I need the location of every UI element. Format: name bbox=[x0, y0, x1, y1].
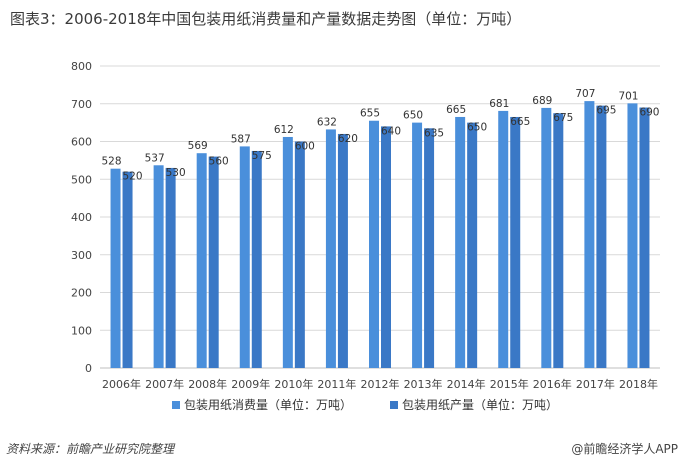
data-label: 665 bbox=[446, 104, 466, 116]
bar-production bbox=[553, 113, 564, 368]
brand-watermark: @前瞻经济学人APP bbox=[571, 442, 678, 456]
bar-production bbox=[337, 133, 348, 368]
bar-production bbox=[510, 116, 521, 369]
bar-consumption bbox=[110, 168, 121, 368]
data-label: 520 bbox=[123, 171, 143, 183]
bar-consumption bbox=[584, 101, 595, 369]
bar-consumption bbox=[239, 146, 250, 368]
data-label: 620 bbox=[338, 133, 358, 145]
x-tick-label: 2012年 bbox=[361, 377, 400, 391]
bar-production bbox=[424, 128, 435, 368]
x-tick-label: 2018年 bbox=[619, 377, 658, 391]
bar-production bbox=[251, 150, 262, 368]
y-tick-label: 600 bbox=[71, 136, 92, 149]
bar-production bbox=[165, 167, 176, 368]
chart-title: 图表3：2006-2018年中国包装用纸消费量和产量数据走势图（单位：万吨） bbox=[10, 10, 522, 28]
bar-consumption bbox=[196, 153, 207, 368]
data-label: 575 bbox=[252, 150, 272, 162]
bar-production bbox=[596, 105, 607, 368]
x-tick-label: 2015年 bbox=[490, 377, 529, 391]
bar-consumption bbox=[627, 103, 638, 368]
bar-consumption bbox=[153, 165, 164, 368]
data-label: 587 bbox=[231, 133, 251, 145]
x-tick-label: 2013年 bbox=[404, 377, 443, 391]
data-label: 632 bbox=[317, 116, 337, 128]
bar-chart: 01002003004005006007008005285202006年5375… bbox=[71, 60, 660, 412]
bar-production bbox=[294, 141, 305, 368]
data-label: 537 bbox=[145, 152, 165, 164]
y-tick-label: 200 bbox=[71, 287, 92, 300]
x-tick-label: 2007年 bbox=[145, 377, 184, 391]
data-label: 655 bbox=[360, 108, 380, 120]
x-tick-label: 2016年 bbox=[533, 377, 572, 391]
legend-swatch bbox=[172, 401, 180, 409]
data-label: 701 bbox=[618, 90, 638, 102]
y-tick-label: 700 bbox=[71, 98, 92, 111]
data-label: 650 bbox=[467, 122, 487, 134]
data-label: 650 bbox=[403, 110, 423, 122]
bar-production bbox=[381, 126, 391, 369]
x-tick-label: 2006年 bbox=[102, 377, 141, 391]
bar-consumption bbox=[282, 136, 293, 368]
y-tick-label: 0 bbox=[85, 362, 92, 375]
data-label: 560 bbox=[209, 156, 229, 168]
data-label: 695 bbox=[596, 105, 616, 117]
bar-production bbox=[467, 122, 478, 368]
x-tick-label: 2011年 bbox=[317, 377, 356, 391]
data-label: 640 bbox=[381, 125, 401, 137]
bar-consumption bbox=[369, 120, 379, 368]
data-label: 690 bbox=[639, 107, 659, 119]
bar-consumption bbox=[325, 129, 336, 368]
legend-label: 包装用纸消费量（单位：万吨） bbox=[184, 397, 352, 412]
y-tick-label: 100 bbox=[71, 324, 92, 337]
bar-consumption bbox=[541, 107, 552, 368]
data-label: 707 bbox=[575, 88, 595, 100]
source-note: 资料来源：前瞻产业研究院整理 bbox=[6, 442, 175, 456]
data-label: 612 bbox=[274, 124, 294, 136]
y-tick-label: 300 bbox=[71, 249, 92, 262]
data-label: 681 bbox=[489, 98, 509, 110]
y-tick-label: 500 bbox=[71, 173, 92, 186]
bar-consumption bbox=[455, 116, 466, 369]
data-label: 665 bbox=[510, 116, 530, 128]
x-tick-label: 2014年 bbox=[447, 377, 486, 391]
bar-production bbox=[122, 171, 133, 368]
legend-label: 包装用纸产量（单位：万吨） bbox=[402, 397, 558, 412]
bar-production bbox=[639, 107, 650, 369]
x-tick-label: 2008年 bbox=[188, 377, 227, 391]
x-tick-label: 2009年 bbox=[231, 377, 270, 391]
data-label: 635 bbox=[424, 127, 444, 139]
y-tick-label: 400 bbox=[71, 211, 92, 224]
y-tick-label: 800 bbox=[71, 60, 92, 73]
legend-swatch bbox=[390, 401, 398, 409]
data-label: 600 bbox=[295, 141, 315, 153]
data-label: 528 bbox=[102, 156, 122, 168]
bar-production bbox=[208, 156, 219, 368]
data-label: 530 bbox=[166, 167, 186, 179]
x-tick-label: 2010年 bbox=[274, 377, 313, 391]
chart-area: 0 100 200 300 400 500 600 700 800 528 520 2006年 537 5… bbox=[0, 36, 686, 436]
x-tick-label: 2017年 bbox=[576, 377, 615, 391]
bar-consumption bbox=[498, 110, 509, 369]
data-label: 569 bbox=[188, 140, 208, 152]
data-label: 689 bbox=[532, 95, 552, 107]
data-label: 675 bbox=[553, 112, 573, 124]
bar-consumption bbox=[412, 122, 423, 368]
